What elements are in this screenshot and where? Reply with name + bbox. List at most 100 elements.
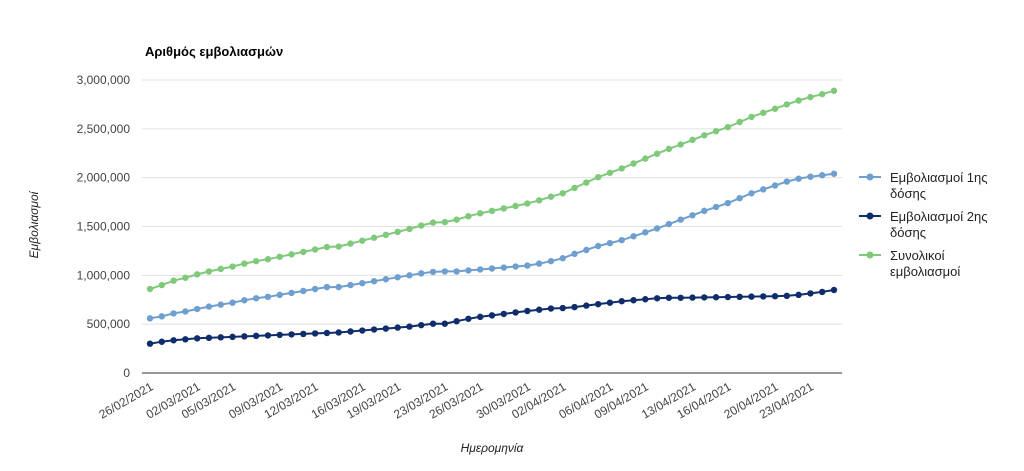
data-point	[594, 242, 602, 250]
y-tick-label: 3,000,000	[77, 73, 131, 87]
data-point	[665, 145, 673, 153]
data-point	[323, 329, 331, 337]
data-point	[406, 272, 413, 279]
legend-item-2[interactable]: Εμβολιασμοί 2ης δόσης	[859, 209, 988, 240]
y-tick-label: 1,000,000	[77, 268, 131, 282]
data-point	[252, 257, 260, 265]
data-point	[653, 150, 661, 157]
data-point	[465, 213, 472, 220]
data-point	[229, 263, 236, 270]
data-point	[300, 330, 307, 338]
data-point	[311, 246, 319, 253]
legend-label: Εμβολιασμοί 2ης δόσης	[890, 209, 988, 240]
data-point	[217, 265, 224, 273]
data-point	[347, 328, 354, 335]
legend-swatch-marker	[866, 212, 874, 220]
data-point	[748, 293, 755, 300]
data-point	[146, 340, 154, 347]
data-point	[642, 296, 649, 303]
data-point	[264, 256, 272, 263]
data-point	[535, 197, 543, 204]
y-tick-label: 2,000,000	[77, 171, 131, 185]
data-point	[429, 219, 437, 226]
data-point	[594, 173, 602, 181]
data-point	[394, 324, 401, 331]
legend-item-3[interactable]: Συνολικοί εμβολιασμοί	[859, 248, 960, 279]
data-point	[571, 184, 578, 192]
data-point	[241, 260, 248, 267]
data-point	[288, 331, 295, 338]
data-point	[606, 299, 614, 306]
data-point	[783, 101, 791, 108]
y-tick-label: 1,500,000	[77, 220, 131, 234]
data-point	[712, 127, 720, 135]
data-point	[677, 294, 684, 301]
data-point	[665, 220, 673, 228]
legend-label: Εμβολιασμοί 1ης δόσης	[890, 170, 988, 201]
data-point	[370, 234, 378, 241]
gridlines	[142, 79, 842, 374]
data-point	[170, 310, 177, 317]
data-point	[606, 239, 614, 247]
data-point	[819, 172, 826, 179]
data-point	[264, 332, 272, 339]
legend-swatch-marker	[866, 251, 874, 259]
data-point	[146, 315, 154, 322]
data-point	[276, 331, 283, 339]
data-point	[182, 336, 189, 343]
legend-item-1[interactable]: Εμβολιασμοί 1ης δόσης	[859, 170, 988, 201]
data-point	[441, 218, 449, 226]
data-point	[830, 286, 838, 294]
series-lines	[146, 87, 838, 347]
data-point	[736, 293, 743, 301]
data-point	[276, 291, 283, 299]
data-point	[547, 305, 555, 312]
data-point	[736, 118, 743, 126]
data-point	[571, 303, 578, 311]
data-point	[547, 257, 555, 265]
y-tick-label: 500,000	[87, 317, 131, 331]
data-point	[429, 268, 437, 276]
data-point	[677, 141, 684, 148]
data-point	[453, 216, 460, 223]
data-point	[347, 281, 354, 289]
data-point	[689, 212, 696, 219]
data-point	[465, 315, 472, 322]
data-point	[748, 190, 755, 197]
data-point	[571, 250, 578, 258]
data-point	[311, 285, 319, 293]
data-point	[288, 289, 295, 297]
data-point	[512, 202, 519, 210]
data-point	[382, 231, 390, 239]
data-point	[359, 237, 366, 244]
data-point	[783, 178, 791, 185]
data-point	[500, 310, 507, 318]
data-point	[488, 207, 496, 215]
data-point	[524, 200, 531, 207]
data-point	[229, 333, 236, 341]
data-point	[795, 175, 802, 182]
data-point	[406, 323, 413, 330]
data-point	[441, 320, 449, 327]
data-point	[653, 225, 661, 232]
data-point	[771, 182, 779, 189]
data-point	[524, 307, 531, 315]
data-point	[359, 279, 366, 287]
data-point	[382, 276, 390, 283]
data-point	[311, 330, 319, 337]
data-point	[760, 109, 767, 117]
data-point	[760, 293, 767, 300]
data-point	[583, 302, 590, 309]
data-point	[771, 293, 779, 300]
data-point	[205, 268, 213, 275]
data-point	[583, 246, 590, 254]
data-point	[807, 173, 814, 180]
data-point	[418, 321, 425, 329]
data-point	[477, 313, 484, 321]
data-point	[724, 123, 732, 131]
y-axis-ticks: 0 500,000 1,000,000 1,500,000 2,000,000 2,500…	[77, 73, 131, 380]
data-point	[193, 305, 201, 313]
data-point	[170, 277, 177, 284]
data-point	[394, 274, 401, 281]
data-point	[701, 132, 708, 139]
